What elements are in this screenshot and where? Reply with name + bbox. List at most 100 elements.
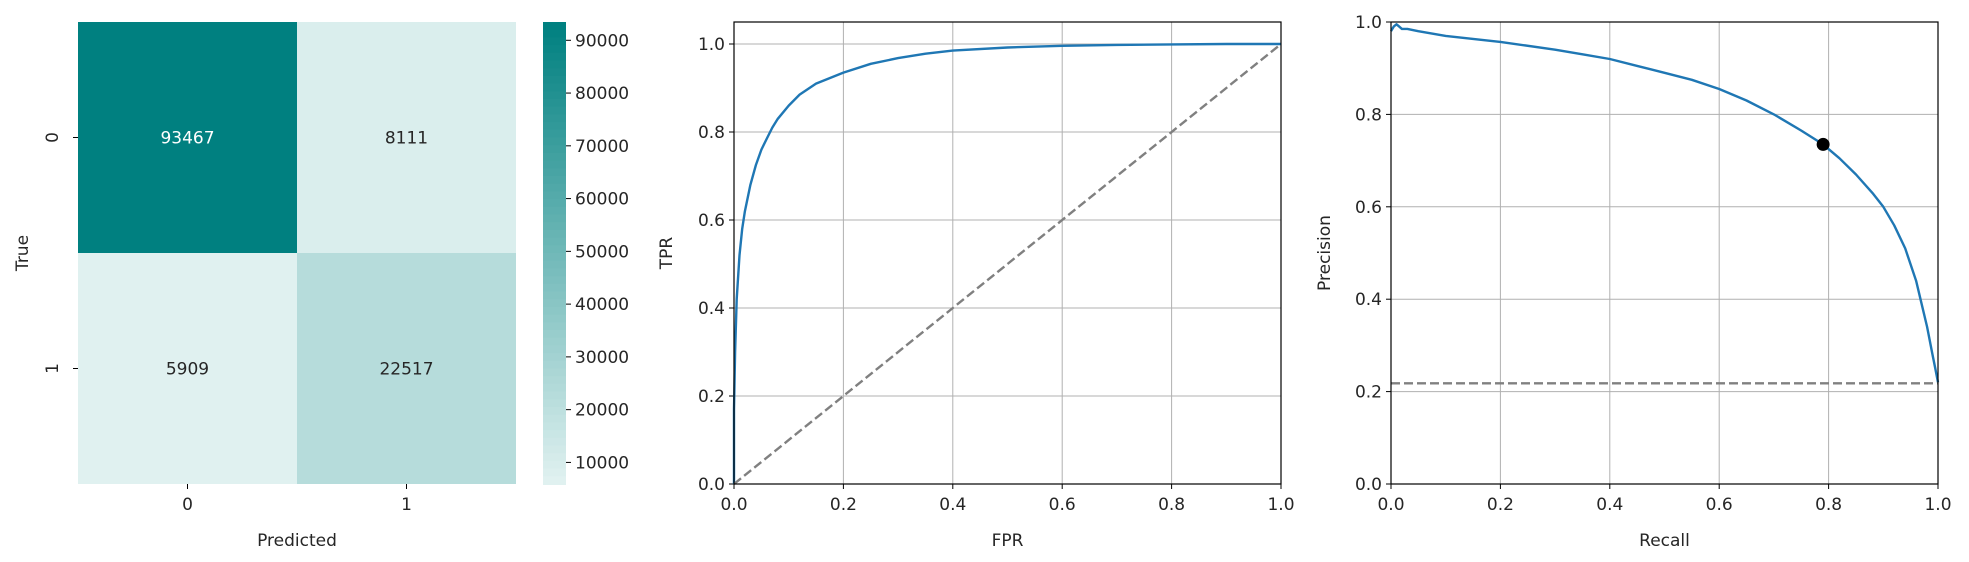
colorbar-gradient-band	[543, 37, 566, 47]
colorbar-gradient-band	[543, 214, 566, 224]
colorbar-gradient-band	[543, 22, 566, 31]
x-axis-label: Recall	[1639, 531, 1690, 551]
heatmap-cell	[78, 253, 297, 484]
x-tick-label: 0.4	[939, 495, 966, 515]
colorbar-gradient-band	[543, 106, 566, 116]
roc-curve-panel: 0.0 0.2 0.4 0.6 0.8 1.0 0.0 0.2 0.4 0.6 0.8 1.0 FPR T…	[657, 21, 1295, 551]
colorbar-gradient-band	[543, 122, 566, 131]
colorbar-gradient-band	[543, 276, 566, 285]
y-tick-label: 1	[43, 363, 63, 374]
colorbar-gradient-band	[543, 445, 566, 455]
colorbar-gradient-band	[543, 453, 566, 462]
colorbar-tick-label: 10000	[575, 453, 629, 473]
colorbar-gradient-band	[543, 253, 566, 262]
colorbar-gradient-band	[543, 383, 566, 393]
x-axis-label: Predicted	[257, 531, 337, 551]
colorbar-gradient-band	[543, 229, 566, 239]
colorbar-gradient-band	[543, 376, 566, 385]
colorbar-gradient-band	[543, 45, 566, 54]
y-axis-label: True	[13, 235, 33, 272]
colorbar-gradient-band	[543, 137, 566, 147]
x-tick-label: 0.4	[1596, 495, 1623, 515]
y-axis-label: Precision	[1315, 215, 1335, 291]
colorbar-gradient-band	[543, 60, 566, 70]
colorbar-tick-label: 40000	[575, 295, 629, 315]
colorbar-gradient-band	[543, 206, 566, 216]
colorbar-gradient-band	[543, 330, 566, 339]
heatmap-cell-label: 93467	[160, 129, 214, 149]
colorbar-gradient-band	[543, 99, 566, 108]
colorbar-panel: 10000 20000 30000 40000 50000 60000 70000 80000…	[543, 22, 629, 485]
colorbar-gradient-band	[543, 129, 566, 139]
x-tick-label: 0.8	[1815, 495, 1842, 515]
colorbar-tick-label: 60000	[575, 190, 629, 210]
colorbar-tick-label: 50000	[575, 242, 629, 262]
colorbar-gradient-band	[543, 430, 566, 439]
y-tick-label: 0.0	[1355, 475, 1382, 495]
heatmap-cell	[297, 22, 516, 253]
colorbar-gradient-band	[543, 322, 566, 331]
y-tick-label: 0.4	[1355, 290, 1382, 310]
heatmap-cell	[297, 253, 516, 484]
colorbar-gradient-band	[543, 345, 566, 355]
x-tick-label: 0.2	[1487, 495, 1514, 515]
baseline-dashed-line	[733, 43, 1282, 485]
colorbar-tick-label: 30000	[575, 348, 629, 368]
x-tick-label: 1.0	[1924, 495, 1951, 515]
colorbar-gradient-band	[543, 176, 566, 185]
colorbar-gradient-band	[543, 237, 566, 247]
colorbar-gradient-band	[543, 476, 566, 485]
y-tick-label: 0.6	[1355, 198, 1382, 218]
y-tick-label: 0.8	[698, 123, 725, 143]
colorbar-gradient-band	[543, 222, 566, 231]
x-tick-label: 0.6	[1049, 495, 1076, 515]
colorbar-gradient-band	[543, 306, 566, 316]
colorbar-tick-label: 70000	[575, 137, 629, 157]
colorbar-gradient-band	[543, 191, 566, 201]
y-axis-label: TPR	[657, 237, 677, 271]
colorbar-gradient-band	[543, 245, 566, 254]
colorbar-gradient-band	[543, 291, 566, 301]
colorbar-gradient-band	[543, 83, 566, 93]
colorbar-gradient-band	[543, 414, 566, 424]
x-axis-label: FPR	[992, 531, 1024, 551]
heatmap-cell	[78, 22, 297, 253]
colorbar-gradient-band	[543, 183, 566, 193]
axes-frame	[733, 21, 1282, 485]
heatmap-cell-label: 8111	[385, 129, 428, 149]
colorbar-gradient-band	[543, 399, 566, 408]
axes-frame	[1390, 21, 1939, 485]
y-tick-label: 0.4	[698, 299, 725, 319]
x-tick-label: 0.8	[1158, 495, 1185, 515]
colorbar-gradient-band	[543, 268, 566, 278]
colorbar-gradient-band	[543, 407, 566, 416]
x-tick-label: 0.6	[1706, 495, 1733, 515]
y-tick-label: 0.2	[1355, 383, 1382, 403]
y-tick-label: 1.0	[698, 35, 725, 55]
colorbar-gradient-band	[543, 114, 566, 124]
y-tick-label: 0.2	[698, 387, 725, 407]
colorbar-gradient-band	[543, 391, 566, 401]
colorbar-gradient-band	[543, 283, 566, 293]
colorbar-gradient-band	[543, 160, 566, 170]
curve-line	[1389, 23, 1940, 383]
colorbar-gradient-band	[543, 75, 566, 85]
colorbar-gradient-band	[543, 460, 566, 470]
colorbar-gradient-band	[543, 52, 566, 62]
precision-recall-panel: 0.0 0.2 0.4 0.6 0.8 1.0 0.0 0.2 0.4 0.6 0.8 1.0 Reca…	[1315, 13, 1952, 551]
colorbar-tick-label: 80000	[575, 84, 629, 104]
colorbar-gradient-band	[543, 360, 566, 370]
colorbar-gradient-band	[543, 468, 566, 478]
y-tick-label: 0.6	[698, 211, 725, 231]
colorbar-gradient-band	[543, 29, 566, 39]
colorbar-gradient-band	[543, 145, 566, 154]
colorbar-gradient-band	[543, 152, 566, 162]
x-tick-label: 1	[401, 495, 412, 515]
colorbar-gradient-band	[543, 260, 566, 270]
colorbar-gradient-band	[543, 368, 566, 378]
y-tick-label: 0	[43, 132, 63, 143]
colorbar-gradient-band	[543, 199, 566, 208]
colorbar-gradient-band	[543, 168, 566, 177]
colorbar-tick-label: 90000	[575, 31, 629, 51]
